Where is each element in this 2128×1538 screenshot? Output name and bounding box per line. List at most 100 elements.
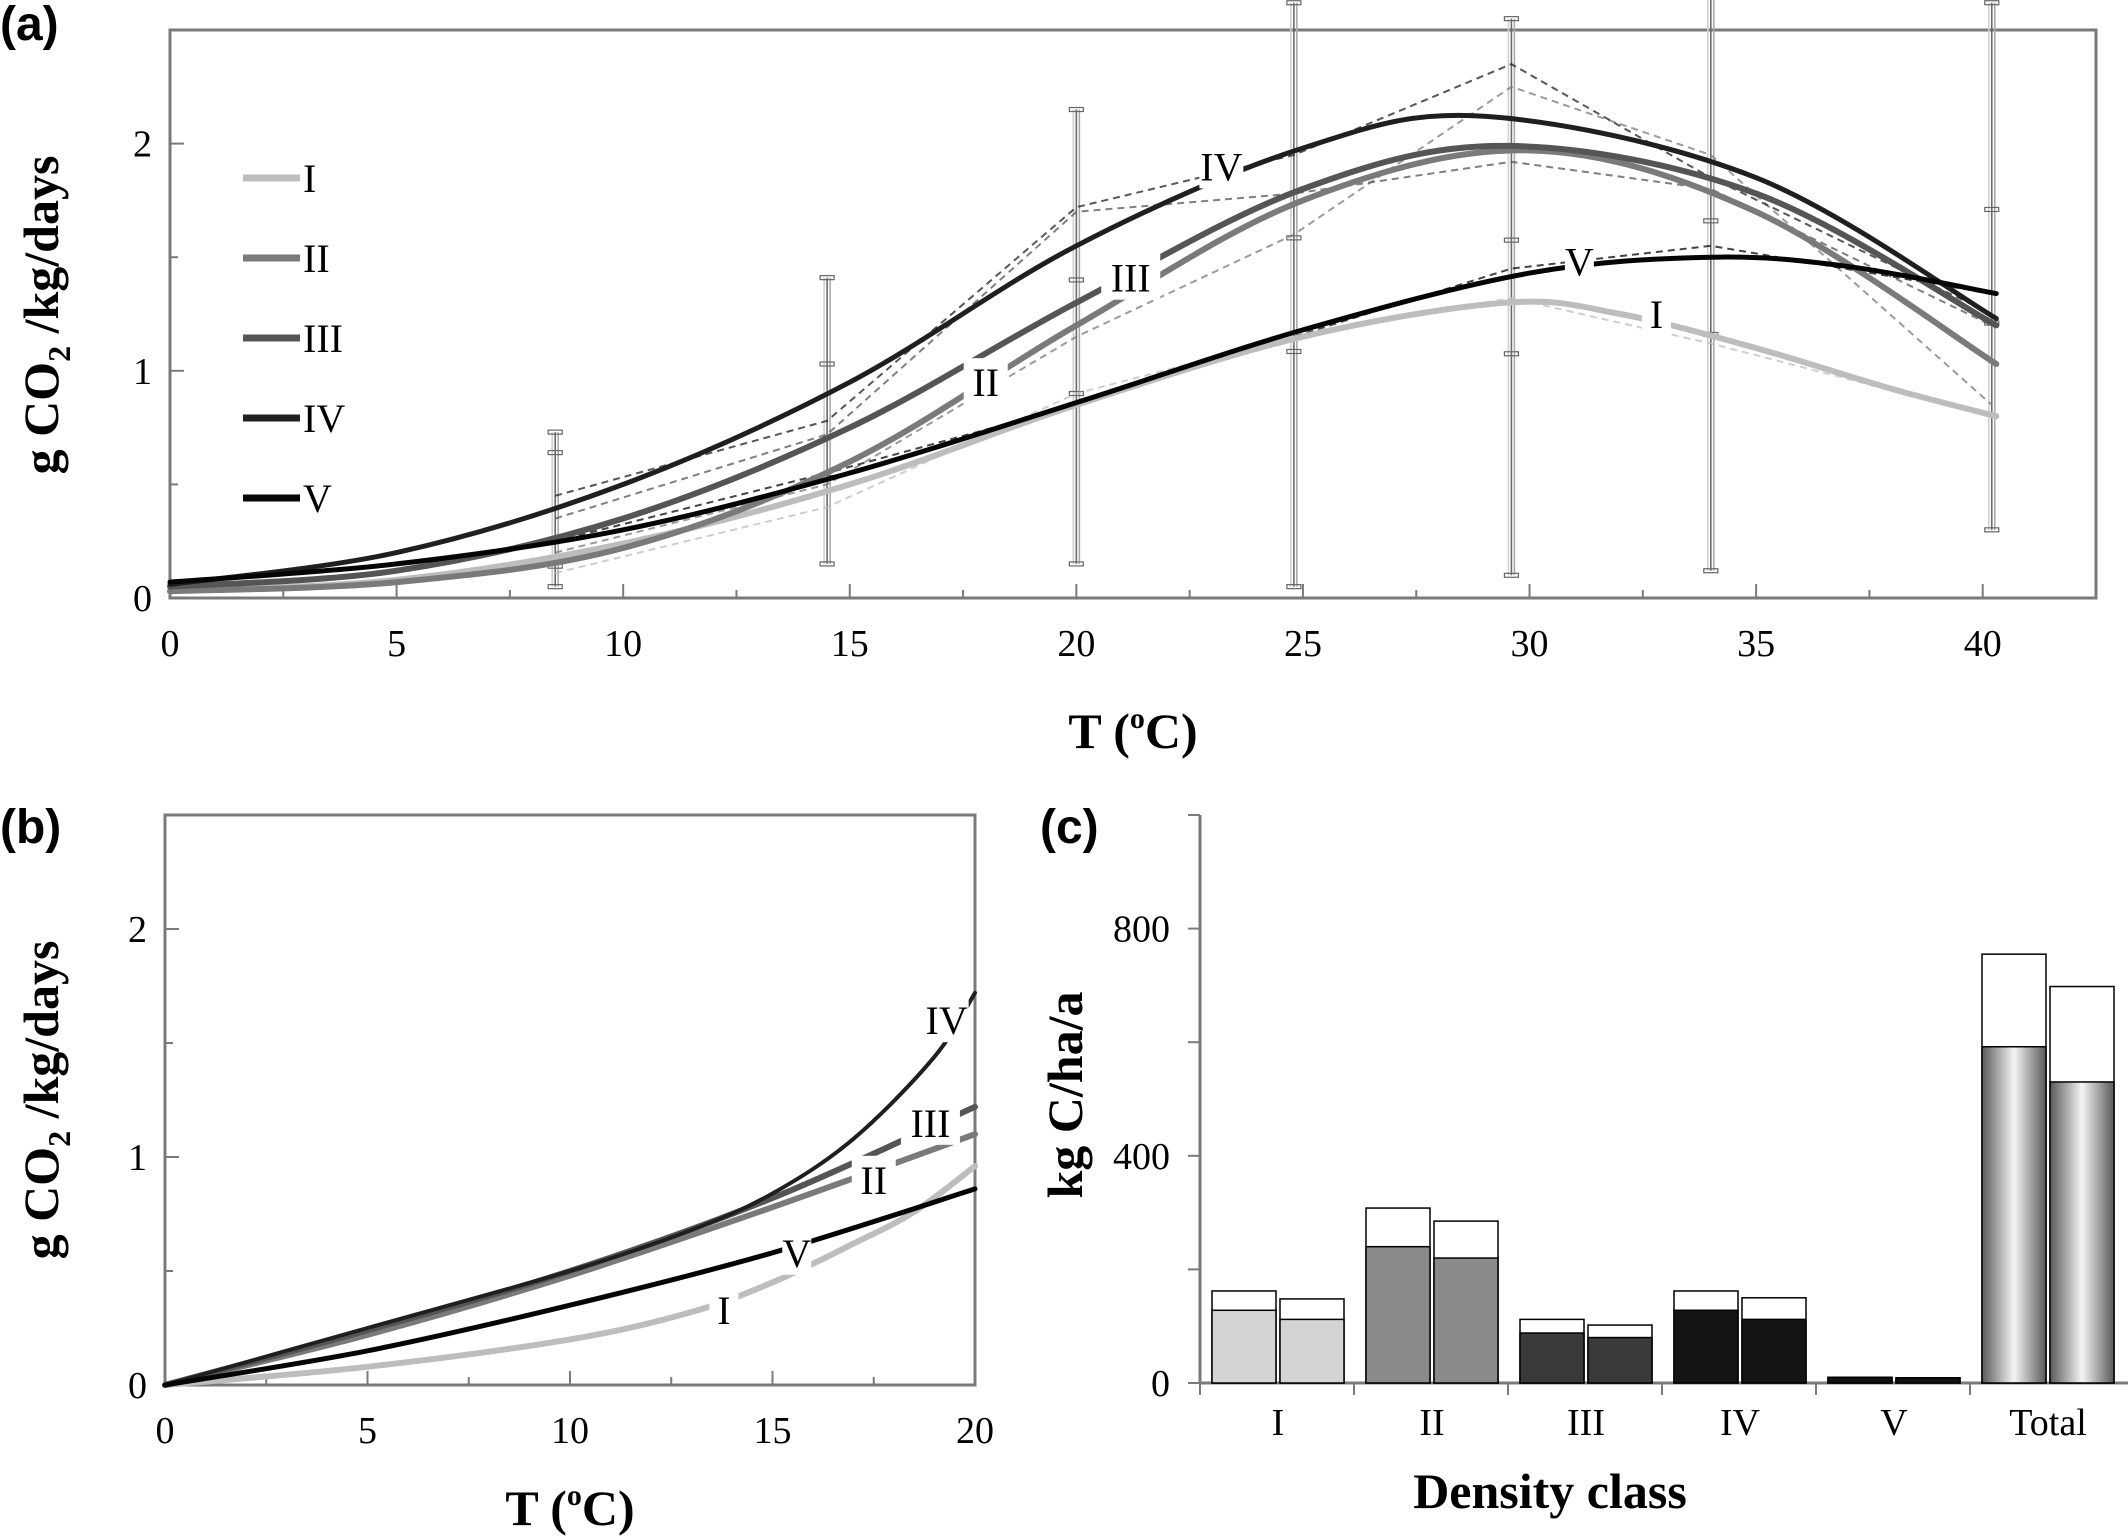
series-I-line <box>167 298 2000 595</box>
y-tick-label: 2 <box>133 124 152 166</box>
x-tick-label: 40 <box>1964 623 2002 665</box>
error-bar <box>1984 0 2000 533</box>
bar-inner <box>1895 1377 1961 1384</box>
x-tick-label: V <box>1880 1402 1908 1444</box>
x-tick-label: II <box>1419 1402 1444 1444</box>
bar-inner <box>1365 1245 1431 1384</box>
panel-c-bars <box>1211 953 2115 1384</box>
series-II-line <box>167 147 2000 595</box>
series-IV-label: IV <box>1200 144 1242 189</box>
y-tick-label: 0 <box>1151 1363 1170 1405</box>
y-tick-label: 0 <box>128 1365 147 1407</box>
y-tick-label: 1 <box>128 1137 147 1179</box>
series-IV-label: IV <box>926 998 968 1043</box>
dashed-series-I <box>554 297 1993 574</box>
x-tick-label: 30 <box>1511 623 1549 665</box>
legend-label-II: II <box>303 236 330 281</box>
bar-inner <box>1519 1332 1585 1384</box>
legend-label-IV: IV <box>303 396 345 441</box>
x-tick-label: 15 <box>831 623 869 665</box>
panel-a-y-axis-title: g CO2 /kg/days <box>13 156 77 475</box>
curve-label-bg <box>1641 290 1671 336</box>
series-I-label: I <box>717 1288 730 1333</box>
panel-c-y-axis-title: kg C/ha/a <box>1037 991 1093 1198</box>
series-I-line <box>162 1163 978 1388</box>
x-tick-label: 35 <box>1737 623 1775 665</box>
x-tick-label: 0 <box>161 623 180 665</box>
error-bar <box>1703 0 1719 574</box>
series-V-label: V <box>1565 240 1594 285</box>
panel-c-ticks <box>1188 814 1971 1395</box>
x-tick-label: III <box>1567 1402 1605 1444</box>
x-tick-label: I <box>1272 1402 1285 1444</box>
bar-inner <box>1741 1318 1807 1384</box>
series-V-line <box>167 254 1999 585</box>
x-tick-label: 15 <box>754 1410 792 1452</box>
bar-group-Total <box>1981 953 2115 1384</box>
panel-a-label: (a) <box>0 0 59 51</box>
curve-label-bg <box>1199 142 1244 189</box>
series-II-label: II <box>972 360 999 405</box>
bar-group-I <box>1211 1290 1345 1384</box>
panel-b-y-axis-title: g CO2 /kg/days <box>13 941 77 1260</box>
bar-inner <box>1587 1336 1653 1384</box>
bar-group-II <box>1365 1207 1499 1384</box>
bar-inner <box>1211 1309 1277 1384</box>
series-IV-line <box>163 990 977 1387</box>
series-I-label: I <box>1650 292 1663 337</box>
x-tick-label: 25 <box>1284 623 1322 665</box>
curve-label-bg <box>1564 237 1594 284</box>
curve-label-bg <box>900 1098 960 1145</box>
x-tick-label: 10 <box>551 1410 589 1452</box>
curve-label-bg <box>782 1228 812 1275</box>
x-tick-label: Total <box>2009 1402 2087 1444</box>
curve-label-bg <box>851 1155 896 1202</box>
x-tick-label: 5 <box>358 1410 377 1452</box>
curve-label-bg <box>1101 253 1161 300</box>
legend-label-V: V <box>303 476 332 521</box>
bar-inner <box>1827 1376 1893 1384</box>
dashed-series-IV <box>554 62 1993 497</box>
bar-group-III <box>1519 1318 1653 1384</box>
curve-label-bg <box>924 996 969 1043</box>
bar-group-IV <box>1673 1290 1807 1384</box>
series-V-label: V <box>782 1231 811 1276</box>
legend-label-III: III <box>303 316 343 361</box>
series-III-line <box>167 142 2000 590</box>
panel-c-label: (c) <box>1040 801 1099 854</box>
panel-b-frame <box>163 813 977 1387</box>
dashed-series-II <box>554 85 1993 554</box>
panel-a-x-axis-title: T (oC) <box>1068 702 1197 759</box>
series-II-label: II <box>860 1158 887 1203</box>
x-tick-label: 10 <box>604 623 642 665</box>
y-tick-label: 800 <box>1113 909 1170 951</box>
x-tick-label: 5 <box>387 623 406 665</box>
y-tick-label: 1 <box>133 351 152 393</box>
panel-c-x-axis-title: Density class <box>1413 1463 1687 1519</box>
error-bar <box>1503 16 1520 578</box>
panel-a-frame <box>168 28 2098 600</box>
y-tick-label: 400 <box>1113 1136 1170 1178</box>
panel-b-ticks <box>164 814 976 1386</box>
panel-b-x-axis-title: T (oC) <box>505 1479 634 1536</box>
series-V-line <box>162 1186 978 1388</box>
panel-b-tick-labels: 0 5 10 15 20 0 1 2 <box>128 909 994 1452</box>
curve-label-bg <box>963 358 1008 405</box>
series-II-line <box>162 1131 978 1388</box>
panel-b-label: (b) <box>0 801 61 854</box>
bar-inner <box>1279 1318 1345 1384</box>
series-IV-line <box>167 112 1999 587</box>
x-tick-label: 20 <box>1057 623 1095 665</box>
y-tick-label: 0 <box>133 578 152 620</box>
bar-inner <box>1981 1045 2047 1384</box>
panel-a-tick-labels: 0 5 10 15 20 25 30 35 40 0 1 2 <box>133 124 2002 665</box>
series-III-label: III <box>910 1101 950 1146</box>
